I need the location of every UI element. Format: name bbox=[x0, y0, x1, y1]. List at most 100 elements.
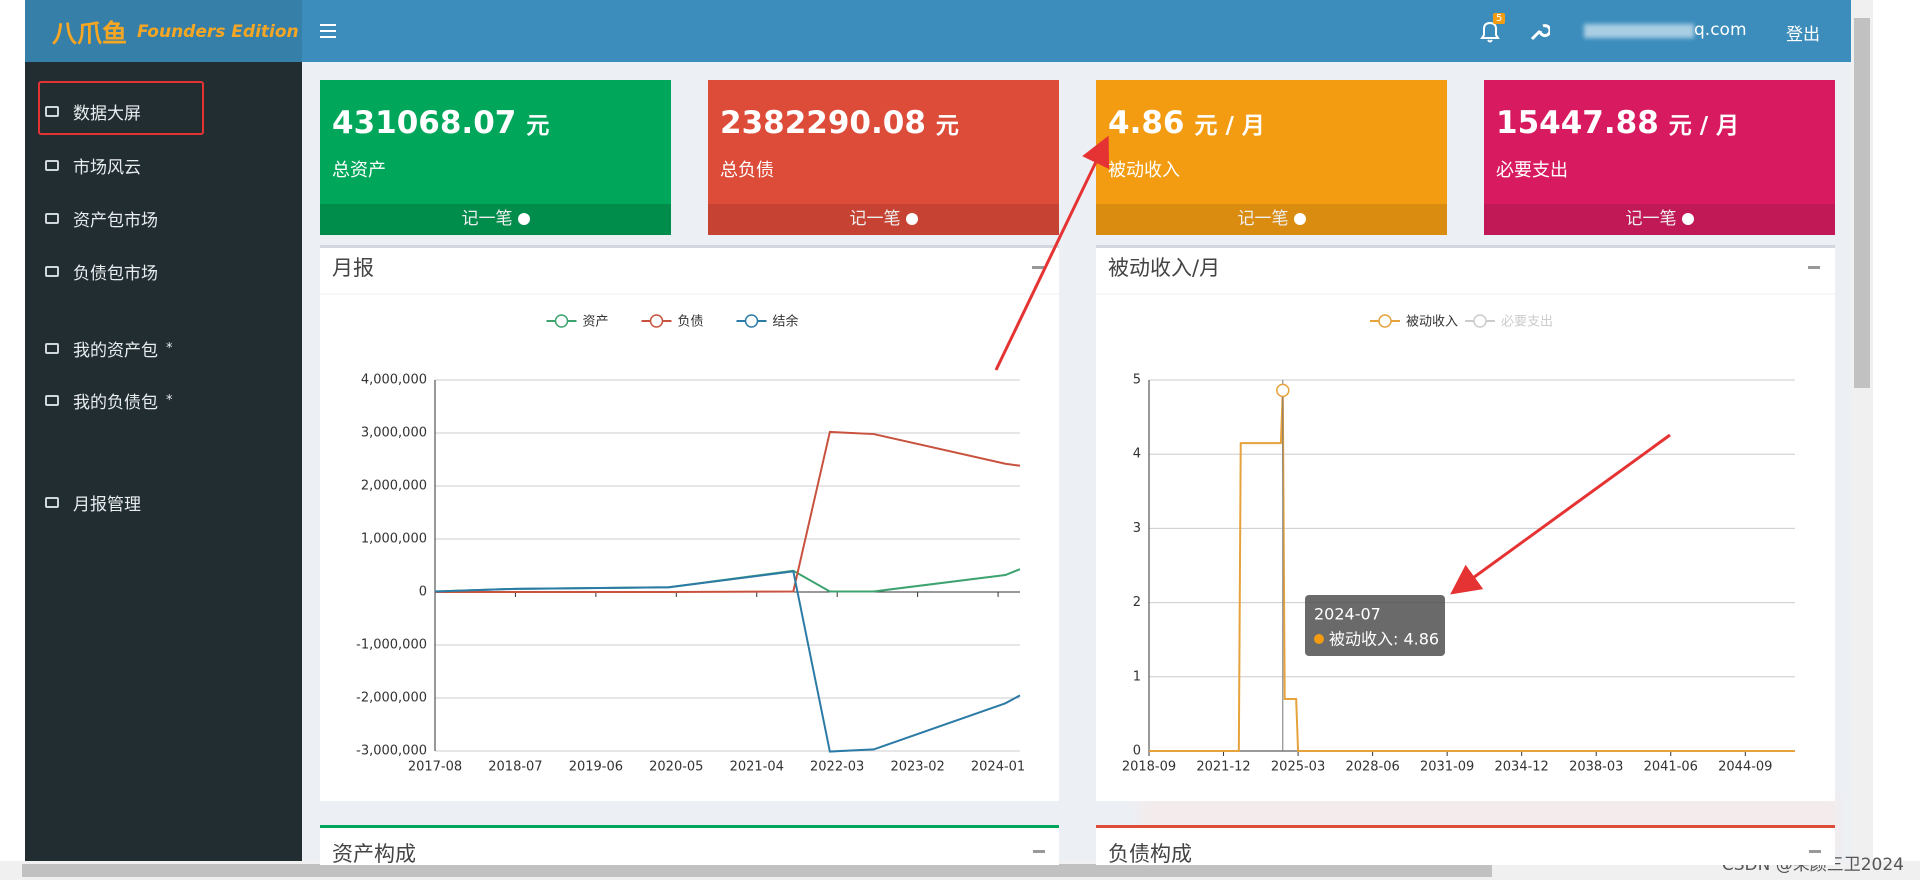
menu-toggle[interactable] bbox=[320, 24, 336, 38]
stat-button: 记一笔 bbox=[1237, 209, 1289, 229]
legend-marker bbox=[1378, 314, 1392, 328]
stat-button: 记一笔 bbox=[461, 209, 513, 229]
y-tick-label: -1,000,000 bbox=[356, 638, 427, 653]
nav-icon bbox=[45, 212, 59, 224]
legend-label: 负债 bbox=[678, 315, 704, 330]
series-line bbox=[1149, 390, 1795, 752]
series-line bbox=[434, 570, 1021, 753]
x-tick-label: 2023-02 bbox=[890, 760, 944, 775]
nav-label: 资产包市场 bbox=[73, 210, 158, 231]
stat-number: 4.86 bbox=[1108, 105, 1185, 141]
x-tick-label: 2022-03 bbox=[810, 760, 864, 775]
stat-label: 总资产 bbox=[332, 160, 386, 181]
scrollbar-v bbox=[1851, 0, 1873, 861]
nav-item[interactable]: 我的负债包 * bbox=[45, 388, 173, 413]
stat-footer[interactable]: 记一笔 bbox=[708, 204, 1059, 235]
y-tick-label: 1,000,000 bbox=[361, 532, 427, 547]
panel-top-border bbox=[320, 245, 1059, 248]
stat-card: 4.86 元 / 月被动收入记一笔 bbox=[1096, 80, 1447, 235]
email-blur bbox=[1584, 24, 1694, 38]
stat-unit: 元 / 月 bbox=[1194, 113, 1265, 139]
legend-label: 被动收入 bbox=[1406, 315, 1458, 330]
y-tick-label: 2,000,000 bbox=[361, 479, 427, 494]
legend-label: 资产 bbox=[583, 315, 609, 330]
stat-value: 2382290.08 元 bbox=[720, 105, 959, 141]
stat-number: 15447.88 bbox=[1496, 105, 1659, 141]
y-tick-label: 0 bbox=[419, 585, 427, 600]
stat-value: 15447.88 元 / 月 bbox=[1496, 105, 1739, 141]
tooltip-dot bbox=[1314, 634, 1324, 644]
nav-icon bbox=[45, 496, 59, 508]
nav-item[interactable]: 数据大屏 bbox=[45, 99, 141, 124]
stat-unit: 元 / 月 bbox=[1668, 113, 1740, 139]
y-tick-label: 5 bbox=[1133, 373, 1141, 388]
stat-card: 431068.07 元总资产记一笔 bbox=[320, 80, 671, 235]
stat-footer[interactable]: 记一笔 bbox=[320, 204, 671, 235]
panel: 负债构成 bbox=[1096, 825, 1835, 866]
x-tick-label: 2034-12 bbox=[1495, 760, 1549, 775]
nav-icon bbox=[45, 342, 59, 354]
stat-number: 2382290.08 bbox=[720, 105, 926, 141]
y-tick-label: 3,000,000 bbox=[361, 426, 427, 441]
panel: 资产构成 bbox=[320, 825, 1059, 866]
nav-item[interactable]: 月报管理 bbox=[45, 490, 141, 515]
highlight-point bbox=[1276, 383, 1290, 398]
nav-label: 负债包市场 bbox=[73, 263, 158, 284]
stat-button-icon bbox=[1681, 213, 1694, 225]
panel-title: 负债构成 bbox=[1108, 842, 1192, 866]
stat-unit: 元 bbox=[526, 113, 550, 139]
x-tick-label: 2020-05 bbox=[649, 760, 703, 775]
tooltip-text: 被动收入: 4.86 bbox=[1329, 630, 1439, 649]
stat-label: 被动收入 bbox=[1108, 160, 1180, 181]
nav-icon bbox=[45, 159, 59, 171]
nav-item[interactable]: 负债包市场 bbox=[45, 259, 158, 284]
email[interactable]: q.com bbox=[1694, 20, 1747, 40]
x-tick-label: 2038-03 bbox=[1569, 760, 1623, 775]
stat-button-icon bbox=[1293, 213, 1306, 225]
y-tick-label: 0 bbox=[1133, 744, 1141, 759]
series-line bbox=[435, 430, 1021, 593]
nav-item[interactable]: 市场风云 bbox=[45, 153, 141, 178]
chart-panel: 被动收入/月 0 1 2 3 4 5 2018-09 2021-12 2025-03 2028-06… bbox=[1096, 245, 1835, 801]
x-tick-label: 2021-04 bbox=[730, 760, 784, 775]
tooltip bbox=[1305, 595, 1445, 656]
stat-footer[interactable]: 记一笔 bbox=[1096, 204, 1447, 235]
nav-label: 我的负债包 bbox=[73, 392, 158, 413]
stat-footer[interactable]: 记一笔 bbox=[1484, 204, 1835, 235]
x-tick-label: 2021-12 bbox=[1196, 760, 1250, 775]
nav-icon bbox=[45, 105, 59, 117]
legend-label: 结余 bbox=[773, 314, 799, 330]
stat-number: 431068.07 bbox=[332, 105, 517, 141]
legend-marker bbox=[744, 314, 759, 328]
legend-marker bbox=[649, 314, 664, 328]
y-tick-label: 4 bbox=[1133, 447, 1141, 462]
bell[interactable] bbox=[1476, 16, 1506, 46]
logout[interactable]: 登出 bbox=[1786, 25, 1820, 45]
scrollbar-h bbox=[0, 861, 1920, 880]
nav-label: 市场风云 bbox=[73, 157, 141, 178]
x-tick-label: 2031-09 bbox=[1420, 760, 1474, 775]
wrench[interactable] bbox=[1528, 20, 1550, 42]
stat-label: 必要支出 bbox=[1496, 160, 1568, 181]
x-tick-label: 2018-07 bbox=[488, 760, 542, 775]
nav-label: 月报管理 bbox=[73, 494, 141, 515]
panel-collapse[interactable] bbox=[1809, 850, 1821, 853]
brand: 八爪鱼 bbox=[52, 19, 128, 48]
panel-collapse[interactable] bbox=[1033, 850, 1045, 853]
stat-button: 记一笔 bbox=[849, 209, 901, 229]
nav-item[interactable]: 我的资产包 * bbox=[45, 336, 173, 361]
stat-value: 431068.07 元 bbox=[332, 105, 549, 141]
badge: 5 bbox=[1493, 13, 1506, 24]
brand-bg bbox=[25, 0, 302, 62]
nav-item[interactable]: 资产包市场 bbox=[45, 206, 158, 231]
stat-label: 总负债 bbox=[720, 160, 774, 181]
x-tick-label: 2041-06 bbox=[1644, 760, 1698, 775]
y-tick-label: 3 bbox=[1133, 521, 1141, 536]
nav-mark: * bbox=[166, 392, 173, 408]
panel-title: 资产构成 bbox=[332, 842, 416, 866]
x-tick-label: 2044-09 bbox=[1718, 760, 1772, 775]
nav-icon bbox=[45, 394, 59, 406]
x-tick-label: 2019-06 bbox=[569, 760, 623, 775]
legend-marker bbox=[554, 314, 569, 328]
